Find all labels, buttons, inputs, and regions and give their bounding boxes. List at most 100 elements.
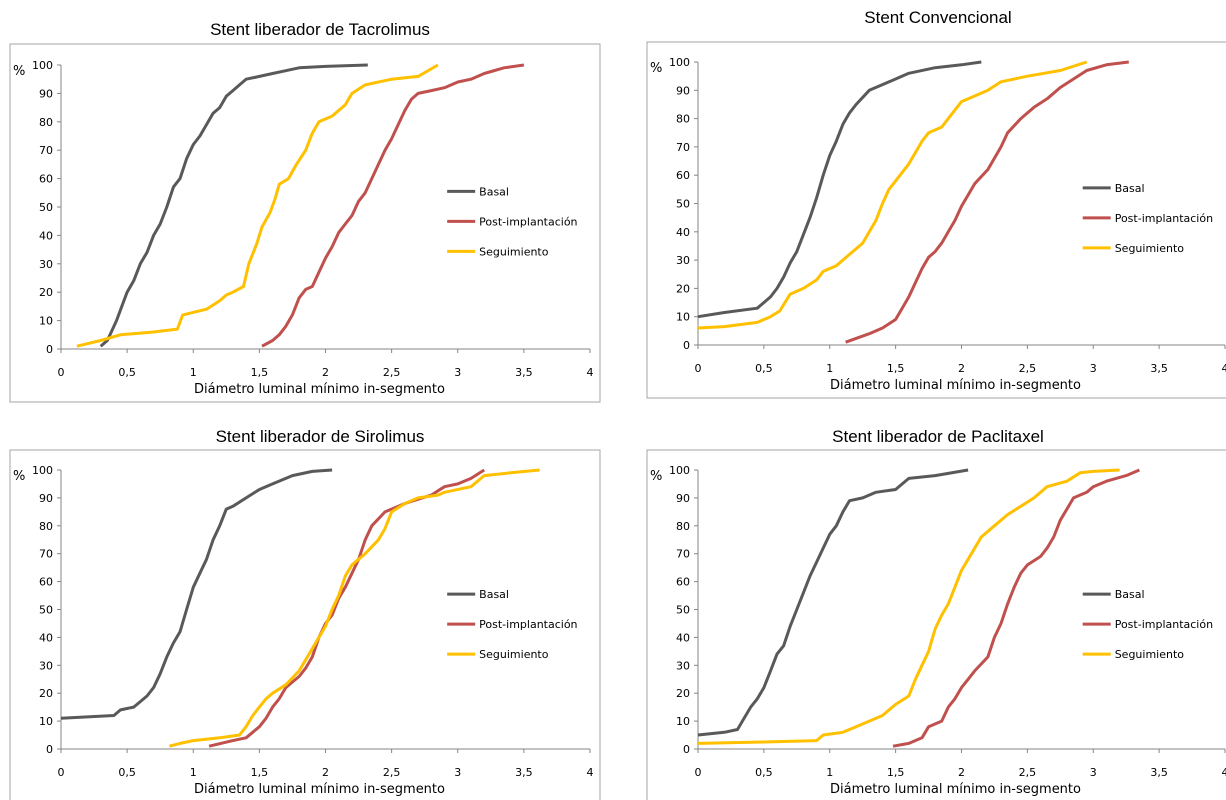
series-line-seguimiento (76, 63, 439, 348)
x-tick-label: 3 (1090, 362, 1097, 375)
chart-frame (9, 43, 601, 403)
legend-label-post-implantacion: Post-implantación (479, 618, 577, 631)
x-tick-label: 0 (695, 766, 702, 779)
series-line-basal (60, 468, 333, 720)
series-line-seguimiento (169, 468, 540, 748)
x-tick-label: 1,5 (251, 366, 269, 379)
chart-panel-4: 0 10 20 30 40 50 60 70 80 90 100% 0 0,5 1 1,5 2 2,5 3 3,5 4… (646, 449, 1226, 800)
x-tick-label: 0,5 (118, 766, 136, 779)
legend-label-seguimiento: Seguimiento (479, 648, 549, 661)
y-tick-label: 0 (46, 743, 53, 756)
x-axis-label: Diámetro luminal mínimo in-segmento (194, 782, 445, 797)
x-tick-label: 0,5 (118, 366, 136, 379)
x-tick-label: 4 (587, 366, 594, 379)
x-tick-label: 2 (958, 362, 965, 375)
y-axis-label: % (650, 61, 662, 76)
y-tick-label: 60 (39, 173, 53, 186)
y-tick-label: 100 (669, 464, 690, 477)
series-line-basal (697, 468, 969, 737)
y-tick-label: 10 (39, 715, 53, 728)
y-tick-label: 80 (39, 116, 53, 129)
y-tick-label: 90 (39, 87, 53, 100)
legend-label-seguimiento: Seguimiento (1115, 648, 1185, 661)
y-tick-label: 60 (39, 576, 53, 589)
y-tick-label: 40 (676, 226, 690, 239)
y-axis-label: % (13, 64, 25, 79)
chart-panel-2: 0 10 20 30 40 50 60 70 80 90 100% 0 0,5 1 1,5 2 2,5 3 3,5 4… (646, 41, 1226, 399)
y-tick-label: 60 (676, 169, 690, 182)
x-tick-label: 0,5 (755, 766, 773, 779)
x-tick-label: 2,5 (1019, 766, 1037, 779)
y-tick-label: 50 (39, 604, 53, 617)
x-tick-label: 3 (454, 366, 461, 379)
y-tick-label: 90 (676, 84, 690, 97)
x-tick-label: 2 (958, 766, 965, 779)
x-tick-label: 1,5 (887, 362, 905, 375)
chart-panel-3: 0 10 20 30 40 50 60 70 80 90 100% 0 0,5 1 1,5 2 2,5 3 3,5 4… (9, 449, 601, 800)
y-tick-label: 40 (39, 631, 53, 644)
series-line-post-implantacion (208, 468, 486, 748)
y-tick-label: 30 (39, 659, 53, 672)
legend-label-basal: Basal (1115, 182, 1145, 195)
x-tick-label: 2,5 (383, 366, 401, 379)
y-tick-label: 30 (676, 659, 690, 672)
x-tick-label: 3,5 (1150, 766, 1168, 779)
series-line-post-implantacion (261, 63, 525, 348)
series-line-seguimiento (697, 468, 1120, 745)
chart-frame (646, 41, 1226, 399)
x-tick-label: 3,5 (515, 766, 533, 779)
series-line-seguimiento (697, 60, 1088, 330)
y-axis-label: % (13, 469, 25, 484)
x-tick-label: 2 (322, 366, 329, 379)
y-tick-label: 0 (683, 743, 690, 756)
y-tick-label: 90 (676, 492, 690, 505)
y-tick-label: 90 (39, 492, 53, 505)
y-tick-label: 50 (39, 201, 53, 214)
x-axis-label: Diámetro luminal mínimo in-segmento (830, 378, 1081, 393)
chart-title: Stent liberador de Sirolimus (215, 427, 425, 446)
y-tick-label: 70 (676, 141, 690, 154)
chart-panel-1: 0 10 20 30 40 50 60 70 80 90 100% 0 0,5 1 1,5 2 2,5 3 3,5 4… (9, 43, 601, 403)
y-tick-label: 30 (39, 258, 53, 271)
y-tick-label: 80 (676, 113, 690, 126)
legend-label-seguimiento: Seguimiento (479, 245, 549, 258)
x-tick-label: 2,5 (383, 766, 401, 779)
x-tick-label: 0,5 (755, 362, 773, 375)
x-tick-label: 4 (1222, 766, 1226, 779)
x-tick-label: 4 (1222, 362, 1226, 375)
y-tick-label: 10 (676, 715, 690, 728)
y-tick-label: 20 (39, 687, 53, 700)
y-tick-label: 60 (676, 576, 690, 589)
y-tick-label: 40 (39, 229, 53, 242)
x-axis-label: Diámetro luminal mínimo in-segmento (194, 382, 445, 397)
x-tick-label: 2,5 (1019, 362, 1037, 375)
x-tick-label: 4 (587, 766, 594, 779)
chart-frame (9, 449, 601, 800)
y-tick-label: 50 (676, 604, 690, 617)
legend-label-basal: Basal (1115, 588, 1145, 601)
y-tick-label: 70 (39, 548, 53, 561)
y-tick-label: 30 (676, 254, 690, 267)
y-tick-label: 70 (39, 144, 53, 157)
chart-title: Stent Convencional (864, 8, 1012, 27)
legend-label-post-implantacion: Post-implantación (1115, 212, 1213, 225)
y-tick-label: 100 (32, 59, 53, 72)
x-tick-label: 1 (190, 366, 197, 379)
y-tick-label: 10 (39, 315, 53, 328)
legend-label-post-implantacion: Post-implantación (1115, 618, 1213, 631)
y-tick-label: 20 (676, 282, 690, 295)
y-tick-label: 10 (676, 311, 690, 324)
x-tick-label: 3 (454, 766, 461, 779)
chart-title: Stent liberador de Paclitaxel (832, 427, 1044, 446)
x-tick-label: 0 (695, 362, 702, 375)
legend-label-seguimiento: Seguimiento (1115, 242, 1185, 255)
series-line-basal (697, 60, 982, 319)
y-tick-label: 0 (683, 339, 690, 352)
x-tick-label: 1 (826, 362, 833, 375)
x-tick-label: 0 (58, 766, 65, 779)
legend-label-basal: Basal (479, 588, 509, 601)
x-tick-label: 1 (826, 766, 833, 779)
chart-frame (646, 449, 1226, 800)
y-tick-label: 50 (676, 198, 690, 211)
